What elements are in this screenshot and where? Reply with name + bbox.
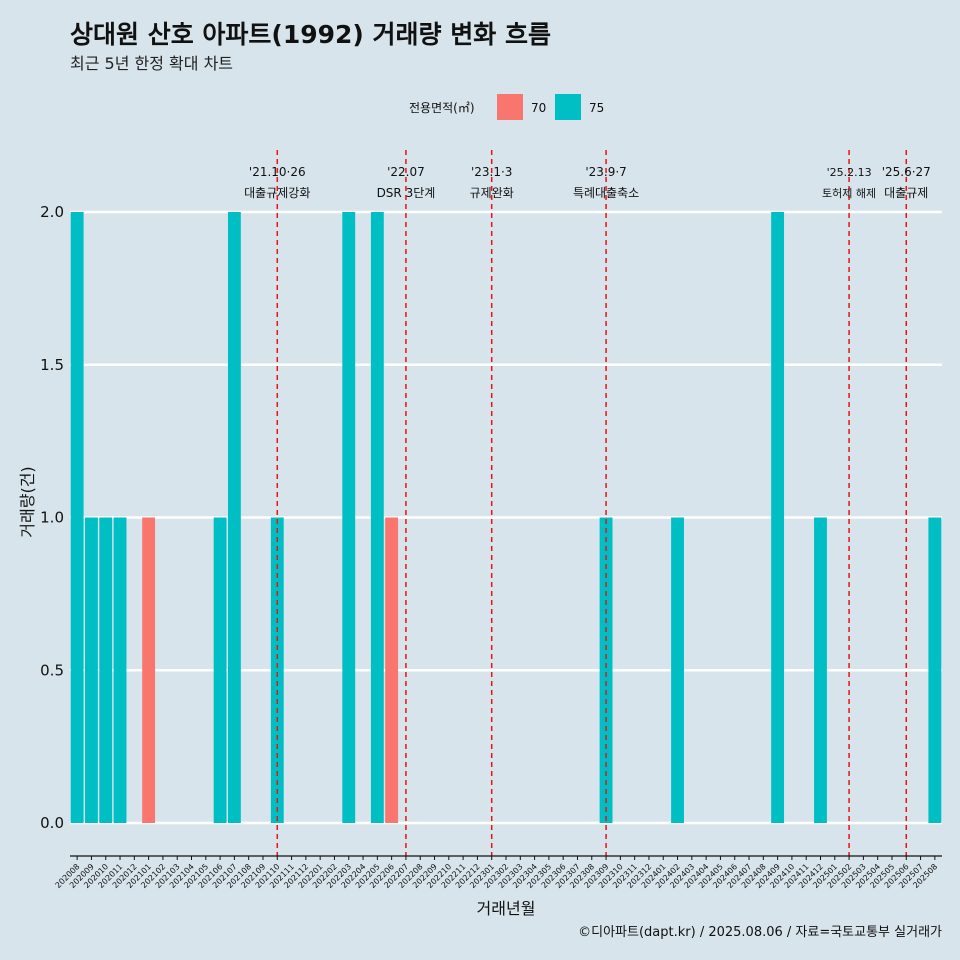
y-tick-label: 0.0 — [40, 814, 64, 832]
y-tick-label: 1.5 — [40, 356, 64, 374]
legend-label-75: 75 — [589, 101, 604, 115]
bar-202009 — [85, 517, 98, 823]
event-date-202207: '22.07 — [387, 165, 425, 179]
event-markers: '21.10·26 대출규제강화 '22.07 DSR 3단계 '23.1·3 규제완화 '… — [244, 150, 931, 856]
bars — [70, 212, 942, 823]
event-date-202506: '25.6·27 — [882, 165, 931, 179]
bar-202011 — [113, 517, 127, 823]
y-tick-label: 0.5 — [40, 661, 64, 679]
bar-202101 — [142, 517, 156, 823]
bar-202010 — [99, 517, 113, 823]
y-axis-title: 거래량(건) — [18, 466, 37, 537]
event-date-202110: '21.10·26 — [249, 165, 306, 179]
source-caption: ©디아파트(dapt.kr) / 2025.08.06 / 자료=국토교통부 실… — [578, 925, 942, 940]
event-date-202309: '23.9·7 — [585, 165, 626, 179]
event-label-202506: 대출규제 — [884, 186, 928, 200]
legend-label-70: 70 — [531, 101, 546, 115]
bar-202412 — [814, 517, 827, 823]
gridlines — [70, 210, 942, 825]
x-axis-title: 거래년월 — [477, 899, 536, 918]
legend-title: 전용면적(㎡) — [409, 101, 475, 115]
bar-202110 — [270, 517, 284, 823]
event-label-202502: 토허제 해제 — [822, 186, 876, 200]
bar-202409 — [771, 212, 785, 823]
legend: 전용면적(㎡) 70 75 — [409, 94, 604, 120]
chart-title: 상대원 산호 아파트(1992) 거래량 변화 흐름 — [70, 20, 551, 49]
chart-subtitle: 최근 5년 한정 확대 차트 — [70, 54, 233, 73]
event-date-202502: '25.2.13 — [827, 166, 872, 179]
bar-202107 — [227, 212, 241, 823]
y-tick-label: 2.0 — [40, 203, 64, 221]
x-axis: 2020082020092020102020112020122021012021… — [54, 855, 942, 890]
event-label-202110: 대출규제강화 — [244, 186, 310, 200]
event-label-202309: 특례대출축소 — [573, 186, 639, 200]
legend-swatch-75 — [555, 94, 581, 120]
bar-202106 — [213, 517, 227, 823]
bar-202402 — [671, 517, 684, 823]
event-label-202301: 규제완화 — [470, 186, 514, 200]
event-date-202301: '23.1·3 — [471, 165, 512, 179]
bar-202508 — [928, 517, 942, 823]
bar-202203 — [342, 212, 356, 823]
bar-202008 — [70, 212, 84, 823]
bar-202206 — [385, 517, 399, 823]
y-axis: 0.0 0.5 1.0 1.5 2.0 — [40, 203, 64, 832]
event-label-202207: DSR 3단계 — [377, 186, 436, 200]
bar-202309 — [599, 517, 613, 823]
y-tick-label: 1.0 — [40, 509, 64, 527]
legend-swatch-70 — [497, 94, 523, 120]
bar-202205 — [370, 212, 384, 823]
